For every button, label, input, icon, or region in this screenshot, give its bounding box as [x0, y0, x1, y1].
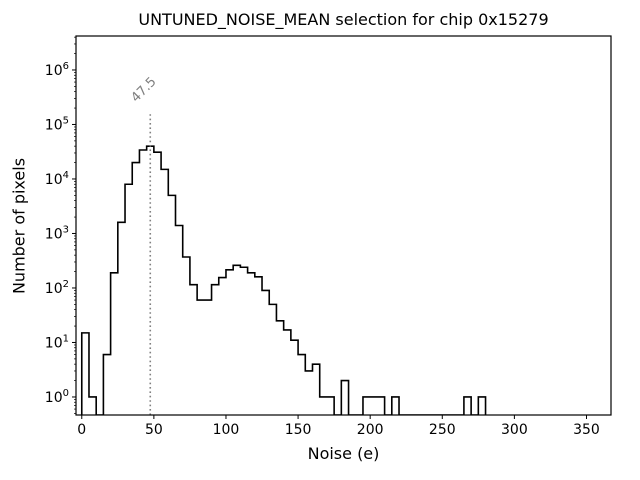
threshold-value-label: 47.5	[128, 75, 159, 106]
x-tick-label: 350	[573, 422, 600, 438]
y-axis-label: Number of pixels	[9, 157, 29, 295]
axes-frame	[75, 35, 612, 416]
x-tick-label: 100	[213, 422, 240, 438]
histogram-step-line	[80, 145, 487, 415]
chart-title: UNTUNED_NOISE_MEAN selection for chip 0x…	[138, 10, 549, 29]
x-tick-label: 0	[77, 422, 86, 438]
x-tick-label: 150	[285, 422, 312, 438]
y-tick-label: 102	[45, 279, 69, 297]
y-tick-label: 106	[45, 61, 69, 79]
y-tick-label: 104	[45, 170, 69, 188]
y-tick-label: 105	[45, 115, 69, 133]
x-tick-label: 50	[145, 422, 163, 438]
y-tick-label: 100	[45, 388, 69, 406]
y-tick-label: 103	[45, 224, 69, 242]
x-axis-label: Noise (e)	[307, 444, 380, 463]
y-tick-label: 101	[45, 333, 69, 351]
x-tick-label: 300	[501, 422, 528, 438]
x-tick-label: 200	[357, 422, 384, 438]
x-tick-label: 250	[429, 422, 456, 438]
